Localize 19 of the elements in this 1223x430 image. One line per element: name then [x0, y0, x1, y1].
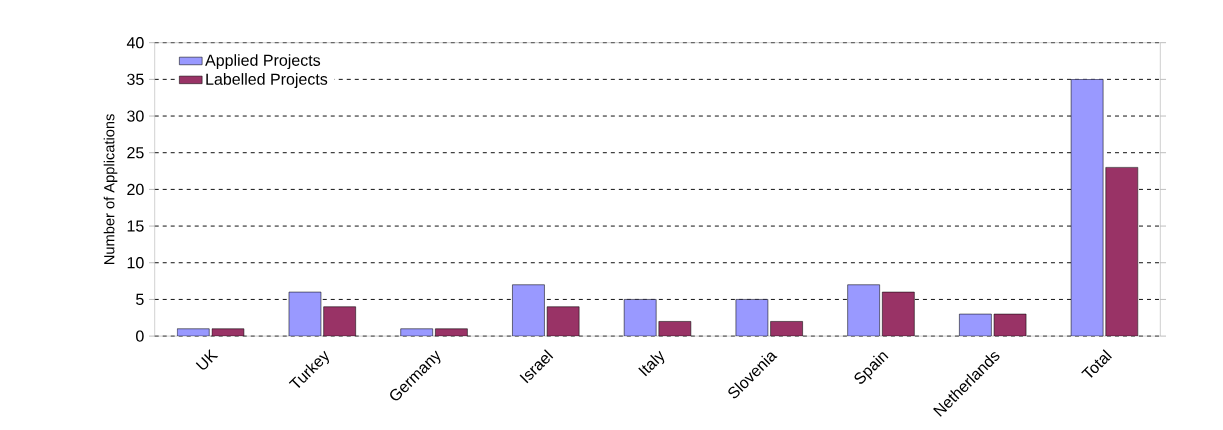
y-tick-label: 25 — [127, 146, 144, 159]
bar — [400, 328, 433, 337]
x-tick-label: Italy — [638, 350, 665, 377]
y-axis-title: Number of Applications — [103, 114, 118, 264]
y-tick-label: 10 — [127, 257, 144, 269]
y-tick-label: 35 — [127, 73, 144, 85]
bar — [882, 291, 915, 337]
y-tick-label: 0 — [136, 330, 144, 342]
legend-label: Labelled Projects — [206, 73, 328, 88]
x-tick-label: UK — [195, 348, 219, 370]
y-tick-label: 30 — [127, 110, 144, 122]
y-tick-label: 15 — [127, 220, 144, 232]
legend-label: Applied Projects — [205, 54, 321, 70]
y-tick-label: 20 — [127, 183, 144, 195]
y-tick-label: 40 — [126, 36, 144, 49]
bar — [1105, 167, 1139, 337]
bar — [176, 328, 210, 337]
bar — [323, 306, 356, 337]
y-tick-label: 5 — [136, 293, 144, 305]
